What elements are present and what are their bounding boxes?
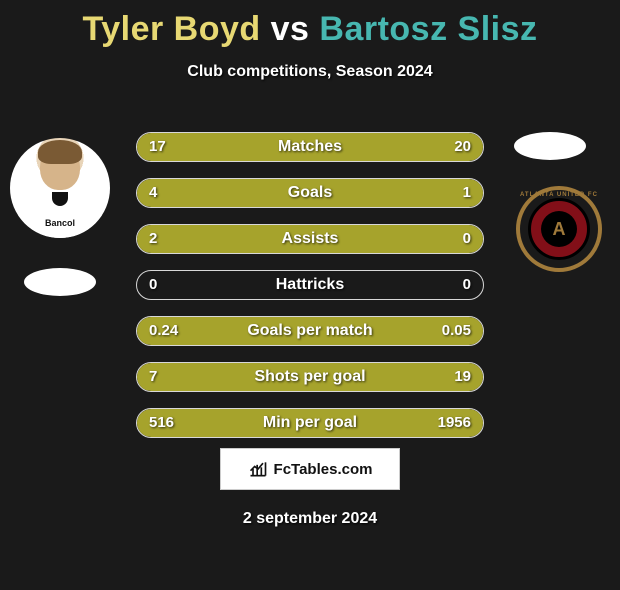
stat-row: 5161956Min per goal	[136, 408, 484, 438]
player1-jersey: Bancol	[18, 192, 102, 238]
club-ring-text: ATLANTA UNITED FC	[520, 192, 598, 198]
stat-row: 20Assists	[136, 224, 484, 254]
player2-photo	[514, 132, 586, 160]
stat-label: Hattricks	[137, 271, 483, 299]
club-badge-letter: A	[541, 211, 577, 247]
player1-sponsor: Bancol	[18, 218, 102, 228]
stat-label: Goals	[137, 179, 483, 207]
stat-row: 1720Matches	[136, 132, 484, 162]
source-badge[interactable]: FcTables.com	[220, 448, 400, 490]
stat-row: 719Shots per goal	[136, 362, 484, 392]
stat-label: Assists	[137, 225, 483, 253]
stat-row: 0.240.05Goals per match	[136, 316, 484, 346]
source-text: FcTables.com	[274, 461, 373, 478]
player2-club-badge: ATLANTA UNITED FC A	[516, 186, 602, 272]
date-text: 2 september 2024	[0, 510, 620, 528]
page-title: Tyler Boyd vs Bartosz Slisz	[0, 10, 620, 49]
vs-text: vs	[271, 10, 310, 48]
stat-label: Min per goal	[137, 409, 483, 437]
player1-photo: Bancol	[10, 138, 110, 238]
stat-label: Shots per goal	[137, 363, 483, 391]
player1-name: Tyler Boyd	[82, 10, 260, 48]
club-badge-inner: A	[528, 198, 590, 260]
stat-label: Goals per match	[137, 317, 483, 345]
player1-club-badge	[24, 268, 96, 296]
subtitle: Club competitions, Season 2024	[0, 63, 620, 81]
player2-name: Bartosz Slisz	[319, 10, 537, 48]
stat-row: 00Hattricks	[136, 270, 484, 300]
stat-row: 41Goals	[136, 178, 484, 208]
stat-label: Matches	[137, 133, 483, 161]
stats-bars: 1720Matches 41Goals 20Assists 00Hattricks 0.…	[136, 132, 484, 454]
chart-icon	[248, 459, 268, 479]
